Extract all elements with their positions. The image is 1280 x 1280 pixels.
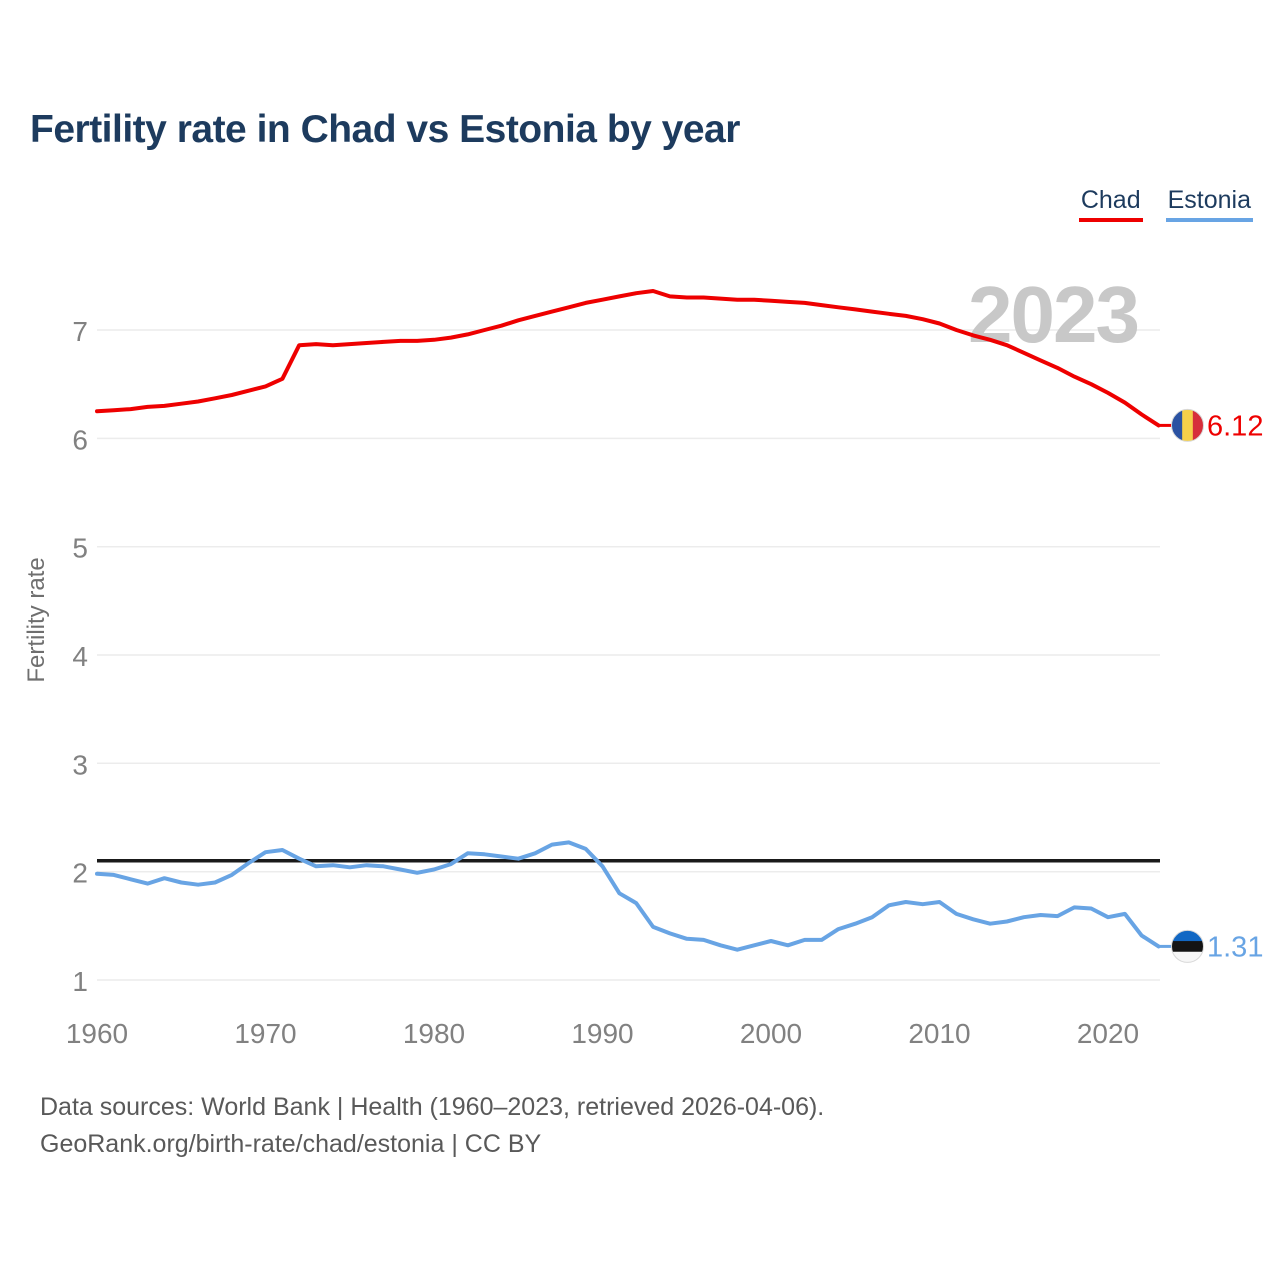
legend-item-estonia[interactable]: Estonia <box>1165 186 1253 222</box>
y-tick-label: 2 <box>72 858 88 889</box>
y-axis-label: Fertility rate <box>23 557 50 682</box>
x-tick-label: 1990 <box>571 1018 633 1049</box>
y-tick-label: 4 <box>72 641 88 672</box>
chart-title: Fertility rate in Chad vs Estonia by yea… <box>30 108 740 151</box>
x-tick-label: 1960 <box>66 1018 128 1049</box>
year-watermark: 2023 <box>968 270 1138 359</box>
x-tick-label: 1970 <box>234 1018 296 1049</box>
data-sources-line: Data sources: World Bank | Health (1960–… <box>40 1093 825 1121</box>
end-value-estonia: 1.31 <box>1207 931 1263 963</box>
y-tick-label: 3 <box>72 749 88 780</box>
legend: Chad Estonia <box>1078 186 1253 222</box>
y-tick-label: 6 <box>72 424 88 455</box>
y-tick-label: 1 <box>72 966 88 997</box>
source-footer: Data sources: World Bank | Health (1960–… <box>40 1089 824 1163</box>
y-tick-label: 7 <box>72 316 88 347</box>
x-tick-label: 2000 <box>740 1018 802 1049</box>
chad-flag-icon <box>1171 408 1204 442</box>
series-line-estonia <box>95 840 1161 952</box>
attribution-line: GeoRank.org/birth-rate/chad/estonia | CC… <box>40 1130 542 1158</box>
legend-item-chad[interactable]: Chad <box>1078 186 1143 222</box>
estonia-flag-icon <box>1171 929 1204 963</box>
x-tick-label: 2010 <box>908 1018 970 1049</box>
y-tick-label: 5 <box>72 533 88 564</box>
x-tick-label: 1980 <box>403 1018 465 1049</box>
series-line-chad <box>95 289 1161 428</box>
x-tick-label: 2020 <box>1077 1018 1139 1049</box>
end-value-chad: 6.12 <box>1207 410 1263 442</box>
